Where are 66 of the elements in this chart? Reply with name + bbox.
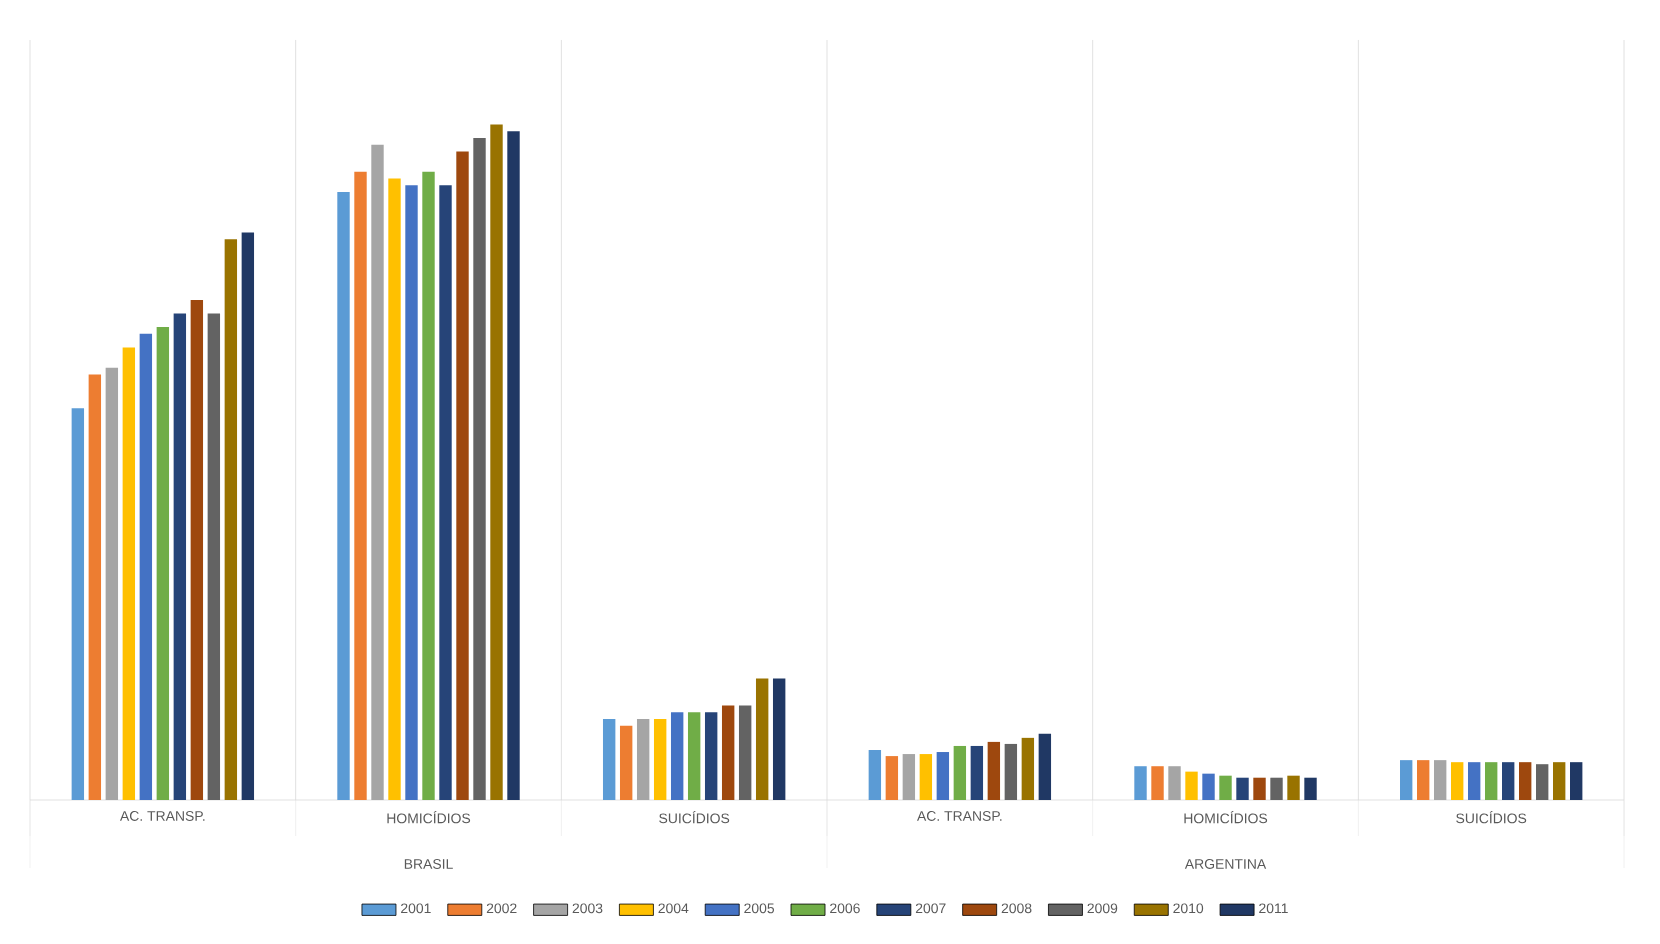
bar: [636, 718, 650, 800]
bar: [619, 725, 633, 800]
bar: [687, 712, 701, 800]
bar: [1399, 760, 1413, 800]
bar: [1253, 777, 1266, 800]
bar: [772, 678, 786, 800]
bar: [721, 705, 735, 800]
bar: [371, 144, 384, 800]
bar: [1518, 762, 1532, 800]
bar: [1569, 762, 1583, 800]
bar: [207, 313, 221, 800]
bar: [1450, 762, 1464, 800]
bar: [902, 754, 916, 800]
bar: [670, 712, 684, 800]
bar: [1021, 737, 1035, 800]
bar: [224, 239, 238, 800]
bar: [439, 185, 452, 800]
bar: [354, 171, 367, 800]
bar: [388, 178, 401, 800]
bar: [1168, 766, 1181, 800]
bar: [1202, 773, 1215, 800]
bar: [422, 171, 435, 800]
bar: [885, 756, 899, 800]
bar: [105, 367, 119, 800]
bar: [953, 745, 967, 800]
bar: [507, 131, 520, 800]
bar: [704, 712, 718, 800]
bar: [755, 678, 769, 800]
bar: [602, 718, 616, 800]
bar: [405, 185, 418, 800]
bar: [1552, 762, 1566, 800]
bar: [456, 151, 469, 800]
bar: [1004, 743, 1018, 800]
bar: [1185, 771, 1198, 800]
bar: [919, 754, 933, 800]
bar: [1304, 777, 1317, 800]
bar: [1038, 733, 1052, 800]
bar: [970, 745, 984, 800]
bar: [122, 347, 136, 800]
bar: [1270, 777, 1283, 800]
bar: [653, 718, 667, 800]
bar: [987, 741, 1001, 800]
bar: [139, 333, 153, 800]
bar: [1484, 762, 1498, 800]
bar: [1134, 766, 1147, 800]
bar: [1416, 760, 1430, 800]
bar: [1535, 764, 1549, 800]
bar: [868, 750, 882, 800]
bar: [738, 705, 752, 800]
bar: [1467, 762, 1481, 800]
bar: [1151, 766, 1164, 800]
bar: [88, 374, 102, 800]
bar: [71, 408, 85, 800]
bar: [1433, 760, 1447, 800]
bar: [1287, 775, 1300, 800]
bar: [173, 313, 187, 800]
bar: [490, 124, 503, 800]
bar: [337, 191, 350, 800]
bar: [241, 232, 255, 800]
bar: [156, 327, 170, 800]
bar: [1501, 762, 1515, 800]
bar: [190, 300, 204, 800]
bar: [1236, 777, 1249, 800]
bar: [1219, 775, 1232, 800]
bar: [936, 752, 950, 800]
bar: [473, 137, 486, 800]
